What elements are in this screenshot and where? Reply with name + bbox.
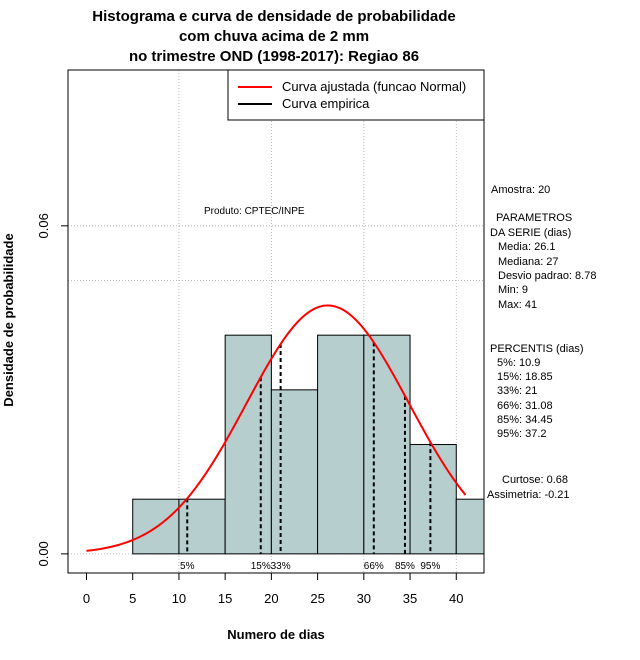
percentile-label-4: 85%	[395, 561, 415, 572]
product-label: Produto: CPTEC/INPE	[204, 206, 305, 217]
x-axis: 0 5 10 15 20 25 30 35 40	[83, 572, 464, 606]
x-tick-label-6: 30	[357, 591, 371, 606]
x-tick-label-4: 20	[264, 591, 278, 606]
y-tick-label-1: 0.06	[36, 213, 51, 238]
statistics-panel: Amostra: 20 PARAMETROS DA SERIE (dias) M…	[487, 184, 596, 501]
stat-p85: 85%: 34.45	[497, 414, 553, 426]
x-tick-label-3: 15	[218, 591, 232, 606]
y-axis: 0.00 0.06	[36, 213, 69, 567]
percentile-label-2: 33%	[271, 561, 291, 572]
histogram-bar-1	[178, 498, 226, 555]
stat-sd: Desvio padrao: 8.78	[498, 270, 596, 282]
legend-label-normal: Curva ajustada (funcao Normal)	[282, 79, 466, 94]
normal-curve-path	[86, 304, 467, 552]
percentile-label-0: 5%	[180, 561, 195, 572]
percentile-label-5: 95%	[420, 561, 440, 572]
stat-p15: 15%: 18.85	[497, 371, 553, 383]
stat-params-subheader: DA SERIE (dias)	[490, 227, 571, 239]
legend-box	[227, 69, 485, 121]
normal-curve	[86, 304, 467, 552]
histogram-bar-6	[409, 444, 457, 555]
x-tick-label-1: 5	[129, 591, 136, 606]
stat-min: Min: 9	[498, 284, 528, 296]
x-tick-label-0: 0	[83, 591, 90, 606]
histogram-bar-5	[363, 334, 411, 555]
stat-pctl-header: PERCENTIS (dias)	[490, 343, 584, 355]
histogram-bars	[132, 334, 485, 555]
legend: Curva ajustada (funcao Normal) Curva emp…	[227, 69, 485, 121]
histogram-bar-2	[224, 334, 272, 555]
y-axis-label: Densidade de probabilidade	[1, 233, 16, 406]
x-tick-label-2: 10	[172, 591, 186, 606]
x-tick-label-5: 25	[310, 591, 324, 606]
stat-p33: 33%: 21	[497, 385, 537, 397]
x-tick-label-8: 40	[449, 591, 463, 606]
stat-p95: 95%: 37.2	[497, 428, 547, 440]
histogram-bar-3	[270, 389, 319, 555]
stat-p66: 66%: 31.08	[497, 400, 553, 412]
stat-sample: Amostra: 20	[491, 184, 550, 196]
stat-params-header: PARAMETROS	[496, 212, 572, 224]
histogram-bar-7	[455, 498, 485, 555]
chart-title-line-2: com chuva acima de 2 mm	[179, 28, 369, 45]
chart-title-line-1: Histograma e curva de densidade de proba…	[92, 8, 455, 25]
stat-mean: Media: 26.1	[498, 241, 555, 253]
x-tick-label-7: 35	[403, 591, 417, 606]
stat-median: Mediana: 27	[498, 256, 559, 268]
y-tick-label-0: 0.00	[36, 541, 51, 566]
stat-max: Max: 41	[498, 299, 537, 311]
percentile-label-3: 66%	[364, 561, 384, 572]
percentile-lines: 5% 15% 33% 66% 85% 95%	[180, 342, 440, 572]
stat-p5: 5%: 10.9	[497, 357, 540, 369]
x-axis-label: Numero de dias	[227, 627, 325, 642]
histogram-bar-4	[317, 334, 365, 555]
percentile-label-1: 15%	[251, 561, 271, 572]
legend-label-empirical: Curva empirica	[282, 96, 370, 111]
stat-kurtosis: Curtose: 0.68	[502, 474, 568, 486]
chart-title-line-3: no trimestre OND (1998-2017): Regiao 86	[129, 48, 419, 65]
stat-skewness: Assimetria: -0.21	[487, 489, 570, 501]
